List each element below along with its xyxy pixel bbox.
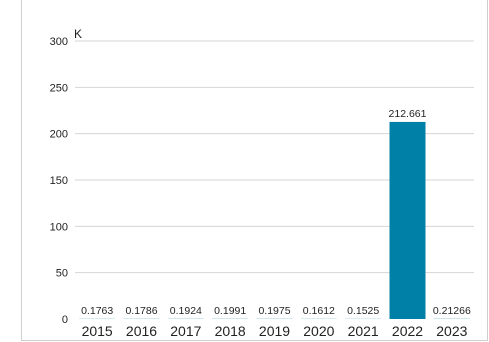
chart-frame bbox=[21, 0, 488, 341]
y-tick-label: 250 bbox=[50, 82, 68, 94]
y-tick-label: 300 bbox=[50, 36, 68, 48]
x-tick-label: 2018 bbox=[215, 323, 246, 339]
x-tick-label: 2023 bbox=[436, 323, 467, 339]
data-label: 0.1924 bbox=[170, 305, 202, 317]
x-axis-ticks: 2015 2016 2017 2018 2019 2020 2021 2022 2023 bbox=[82, 323, 468, 339]
y-tick-label: 50 bbox=[56, 268, 68, 280]
data-label: 0.1991 bbox=[214, 305, 246, 317]
x-tick-label: 2020 bbox=[303, 323, 334, 339]
x-tick-label: 2022 bbox=[392, 323, 423, 339]
bar-2022 bbox=[389, 121, 426, 319]
x-tick-label: 2021 bbox=[348, 323, 379, 339]
data-label: 0.1763 bbox=[81, 305, 113, 317]
y-unit-label: K bbox=[74, 27, 82, 41]
y-tick-label: 150 bbox=[50, 175, 68, 187]
y-tick-label: 0 bbox=[62, 314, 68, 326]
data-label: 0.1975 bbox=[258, 305, 290, 317]
data-label: 0.21266 bbox=[433, 305, 471, 317]
y-tick-label: 100 bbox=[50, 221, 68, 233]
data-label: 0.1525 bbox=[347, 305, 379, 317]
data-label: 0.1612 bbox=[303, 305, 335, 317]
gridlines bbox=[75, 40, 474, 274]
data-label: 212.661 bbox=[389, 108, 427, 120]
y-axis-ticks: 0 50 100 150 200 250 300 bbox=[50, 36, 68, 326]
data-labels: 0.1763 0.1786 0.1924 0.1991 0.1975 0.1612 0.15… bbox=[81, 108, 471, 317]
x-tick-label: 2017 bbox=[170, 323, 201, 339]
bars bbox=[79, 121, 470, 319]
x-tick-label: 2019 bbox=[259, 323, 290, 339]
y-tick-label: 200 bbox=[50, 129, 68, 141]
x-tick-label: 2016 bbox=[126, 323, 157, 339]
x-tick-label: 2015 bbox=[82, 323, 113, 339]
data-label: 0.1786 bbox=[125, 305, 157, 317]
